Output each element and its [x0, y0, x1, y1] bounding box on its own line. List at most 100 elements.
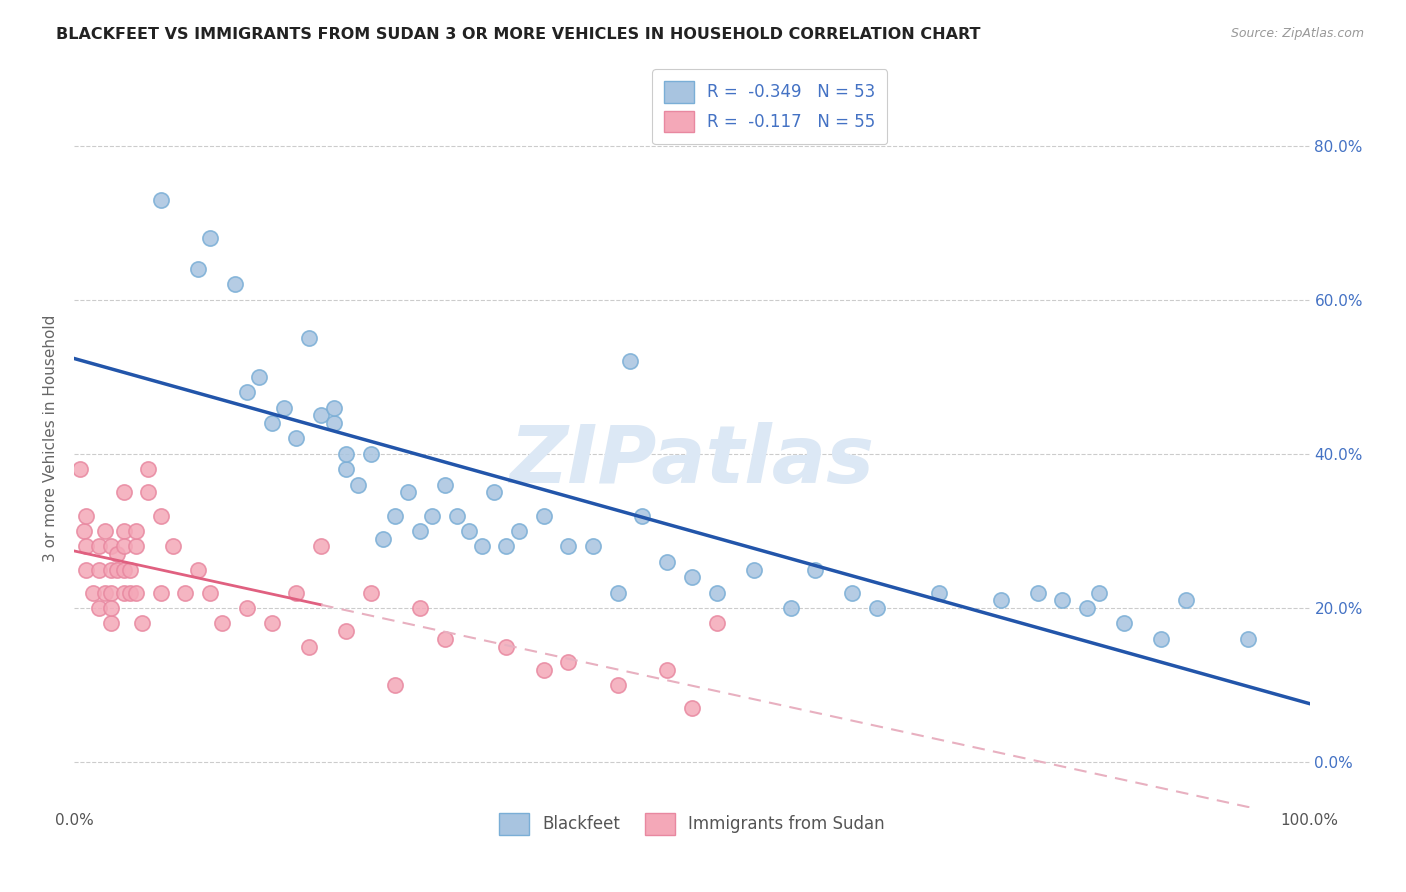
Point [841, 585, 863, 599]
Y-axis label: 3 or more Vehicles in Household: 3 or more Vehicles in Household [44, 315, 58, 562]
Point [1088, 585, 1111, 599]
Point [322, 401, 344, 415]
Point [162, 540, 184, 554]
Point [112, 540, 135, 554]
Point [224, 277, 246, 292]
Point [105, 547, 128, 561]
Point [82, 585, 104, 599]
Point [125, 524, 148, 538]
Point [606, 678, 628, 692]
Text: Source: ZipAtlas.com: Source: ZipAtlas.com [1230, 27, 1364, 40]
Point [112, 485, 135, 500]
Point [335, 447, 357, 461]
Point [112, 562, 135, 576]
Text: BLACKFEET VS IMMIGRANTS FROM SUDAN 3 OR MORE VEHICLES IN HOUSEHOLD CORRELATION C: BLACKFEET VS IMMIGRANTS FROM SUDAN 3 OR … [56, 27, 981, 42]
Point [360, 585, 382, 599]
Point [236, 601, 259, 615]
Point [409, 524, 432, 538]
Point [433, 632, 456, 646]
Point [557, 655, 579, 669]
Point [105, 562, 128, 576]
Point [655, 555, 678, 569]
Point [384, 508, 406, 523]
Point [495, 640, 517, 654]
Point [198, 585, 221, 599]
Point [125, 540, 148, 554]
Point [285, 585, 308, 599]
Point [866, 601, 889, 615]
Point [706, 585, 728, 599]
Point [174, 585, 197, 599]
Point [396, 485, 419, 500]
Point [211, 616, 233, 631]
Point [136, 462, 159, 476]
Point [112, 585, 135, 599]
Point [149, 508, 172, 523]
Point [533, 663, 555, 677]
Point [100, 562, 122, 576]
Point [495, 540, 517, 554]
Point [1052, 593, 1074, 607]
Point [681, 570, 703, 584]
Point [187, 562, 209, 576]
Point [187, 261, 209, 276]
Point [309, 409, 332, 423]
Point [198, 231, 221, 245]
Point [87, 540, 110, 554]
Point [87, 601, 110, 615]
Point [100, 540, 122, 554]
Point [582, 540, 605, 554]
Point [471, 540, 494, 554]
Point [131, 616, 153, 631]
Point [149, 585, 172, 599]
Point [446, 508, 468, 523]
Point [94, 585, 117, 599]
Point [631, 508, 654, 523]
Point [706, 616, 728, 631]
Point [118, 562, 141, 576]
Point [73, 524, 96, 538]
Point [100, 585, 122, 599]
Point [69, 462, 91, 476]
Point [75, 562, 97, 576]
Point [557, 540, 579, 554]
Point [990, 593, 1012, 607]
Point [1150, 632, 1173, 646]
Point [100, 601, 122, 615]
Point [94, 524, 117, 538]
Point [619, 354, 641, 368]
Point [681, 701, 703, 715]
Point [298, 640, 321, 654]
Point [347, 477, 370, 491]
Legend: Blackfeet, Immigrants from Sudan: Blackfeet, Immigrants from Sudan [489, 803, 894, 845]
Point [322, 416, 344, 430]
Point [75, 540, 97, 554]
Point [458, 524, 481, 538]
Point [247, 369, 270, 384]
Point [1236, 632, 1258, 646]
Point [409, 601, 432, 615]
Point [236, 385, 259, 400]
Point [260, 416, 283, 430]
Point [482, 485, 505, 500]
Point [309, 540, 332, 554]
Point [335, 462, 357, 476]
Point [1175, 593, 1198, 607]
Point [606, 585, 628, 599]
Point [273, 401, 295, 415]
Point [384, 678, 406, 692]
Point [928, 585, 950, 599]
Point [136, 485, 159, 500]
Point [804, 562, 827, 576]
Point [260, 616, 283, 631]
Point [1076, 601, 1098, 615]
Point [298, 331, 321, 345]
Point [371, 532, 394, 546]
Point [100, 616, 122, 631]
Point [285, 432, 308, 446]
Point [655, 663, 678, 677]
Point [87, 562, 110, 576]
Point [508, 524, 530, 538]
Point [335, 624, 357, 639]
Point [149, 193, 172, 207]
